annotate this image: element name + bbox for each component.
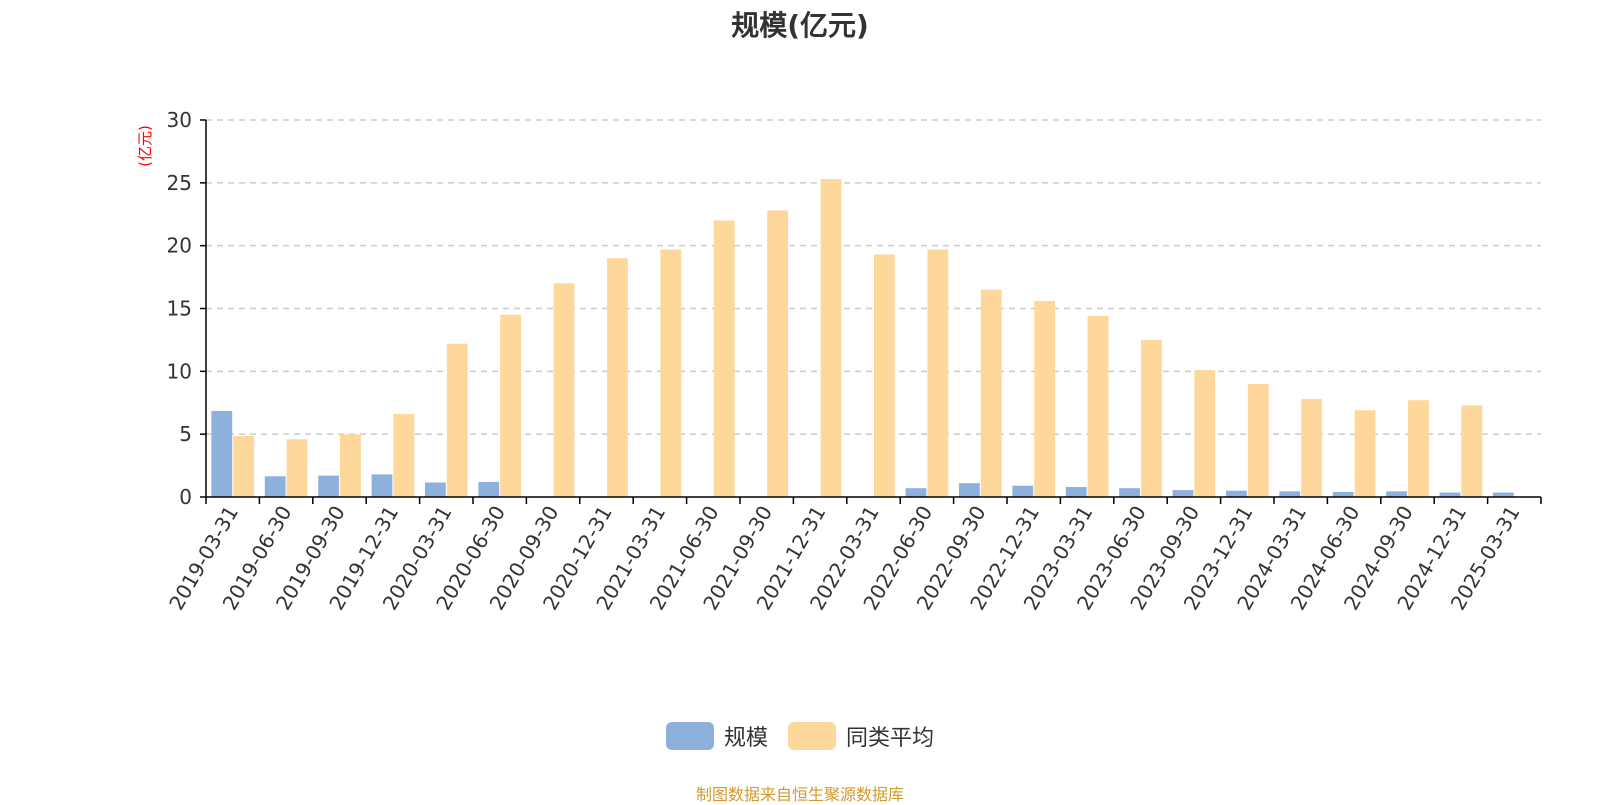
legend-item-series-2[interactable]: 同类平均 <box>788 720 934 752</box>
bar-series-1-2023-09-30 <box>1172 490 1194 497</box>
legend-swatch-series-2 <box>788 722 836 750</box>
legend-label-series-2: 同类平均 <box>846 726 935 751</box>
bar-series-1-2022-09-30 <box>958 483 980 497</box>
bar-series-1-2024-12-31 <box>1439 492 1461 497</box>
bar-series-2-2020-09-30 <box>553 283 575 497</box>
bar-series-1-2022-12-31 <box>1012 485 1034 497</box>
bar-series-2-2021-09-30 <box>767 210 789 498</box>
bar-series-1-2024-06-30 <box>1332 491 1354 497</box>
bar-series-1-2023-12-31 <box>1225 490 1247 497</box>
legend-label-series-1: 规模 <box>723 726 768 751</box>
bar-series-2-2019-12-31 <box>393 414 415 497</box>
bar-series-2-2021-12-31 <box>820 179 842 497</box>
bar-series-2-2024-12-31 <box>1461 405 1483 497</box>
bar-series-1-2024-09-30 <box>1386 491 1407 497</box>
bar-series-2-2019-09-30 <box>340 434 361 497</box>
legend-swatch-series-1 <box>665 722 714 750</box>
bar-series-2-2021-03-31 <box>660 249 682 497</box>
bar-series-2-2020-12-31 <box>607 258 628 497</box>
bar-series-1-2020-03-31 <box>424 482 446 497</box>
bar-series-1-2019-06-30 <box>264 476 286 497</box>
y-tick-label-4: 20 <box>167 234 192 258</box>
bar-series-2-2023-09-30 <box>1194 370 1216 497</box>
bar-series-2-2023-06-30 <box>1141 339 1162 497</box>
bar-series-2-2021-06-30 <box>713 220 735 498</box>
bar-series-2-2022-12-31 <box>1034 300 1056 497</box>
bar-series-1-2022-06-30 <box>905 488 927 497</box>
bar-series-2-2019-03-31 <box>233 436 255 497</box>
bar-series-2-2022-03-31 <box>874 254 895 497</box>
bar-series-1-2020-06-30 <box>478 481 500 497</box>
bar-series-2-2019-06-30 <box>286 439 308 497</box>
y-tick-label-0: 0 <box>179 485 192 509</box>
bar-series-2-2022-09-30 <box>980 289 1002 497</box>
bar-series-2-2020-03-31 <box>446 343 468 497</box>
chart-title: 规模(亿元) <box>731 9 869 42</box>
bar-series-2-2024-09-30 <box>1408 400 1429 497</box>
y-tick-label-1: 5 <box>179 422 192 446</box>
legend-item-series-1[interactable]: 规模 <box>665 720 768 752</box>
legend: 规模 同类平均 <box>0 720 1600 752</box>
bar-series-2-2023-12-31 <box>1247 383 1269 497</box>
y-tick-label-3: 15 <box>167 297 192 321</box>
bar-series-2-2024-06-30 <box>1354 410 1376 497</box>
y-axis-label: (亿元) <box>136 125 154 167</box>
bar-series-1-2023-03-31 <box>1065 486 1087 497</box>
y-tick-label-6: 30 <box>167 108 192 132</box>
bar-series-2-2024-03-31 <box>1301 398 1323 497</box>
bar-series-2-2020-06-30 <box>500 314 522 497</box>
bar-series-1-2024-03-31 <box>1279 491 1301 497</box>
bar-series-1-2025-03-31 <box>1492 492 1514 497</box>
y-tick-label-5: 25 <box>167 171 192 195</box>
source-note: 制图数据来自恒生聚源数据库 <box>695 785 904 804</box>
bar-series-2-2023-03-31 <box>1087 316 1109 497</box>
y-tick-label-2: 10 <box>167 359 192 383</box>
bar-series-1-2019-09-30 <box>318 475 339 497</box>
bar-series-1-2023-06-30 <box>1119 488 1140 497</box>
bar-series-1-2019-12-31 <box>371 474 393 497</box>
bar-series-1-2019-03-31 <box>211 410 233 497</box>
bar-chart: 051015202530(亿元)2019-03-312019-06-302019… <box>136 108 1542 614</box>
bar-series-2-2022-06-30 <box>927 249 949 497</box>
